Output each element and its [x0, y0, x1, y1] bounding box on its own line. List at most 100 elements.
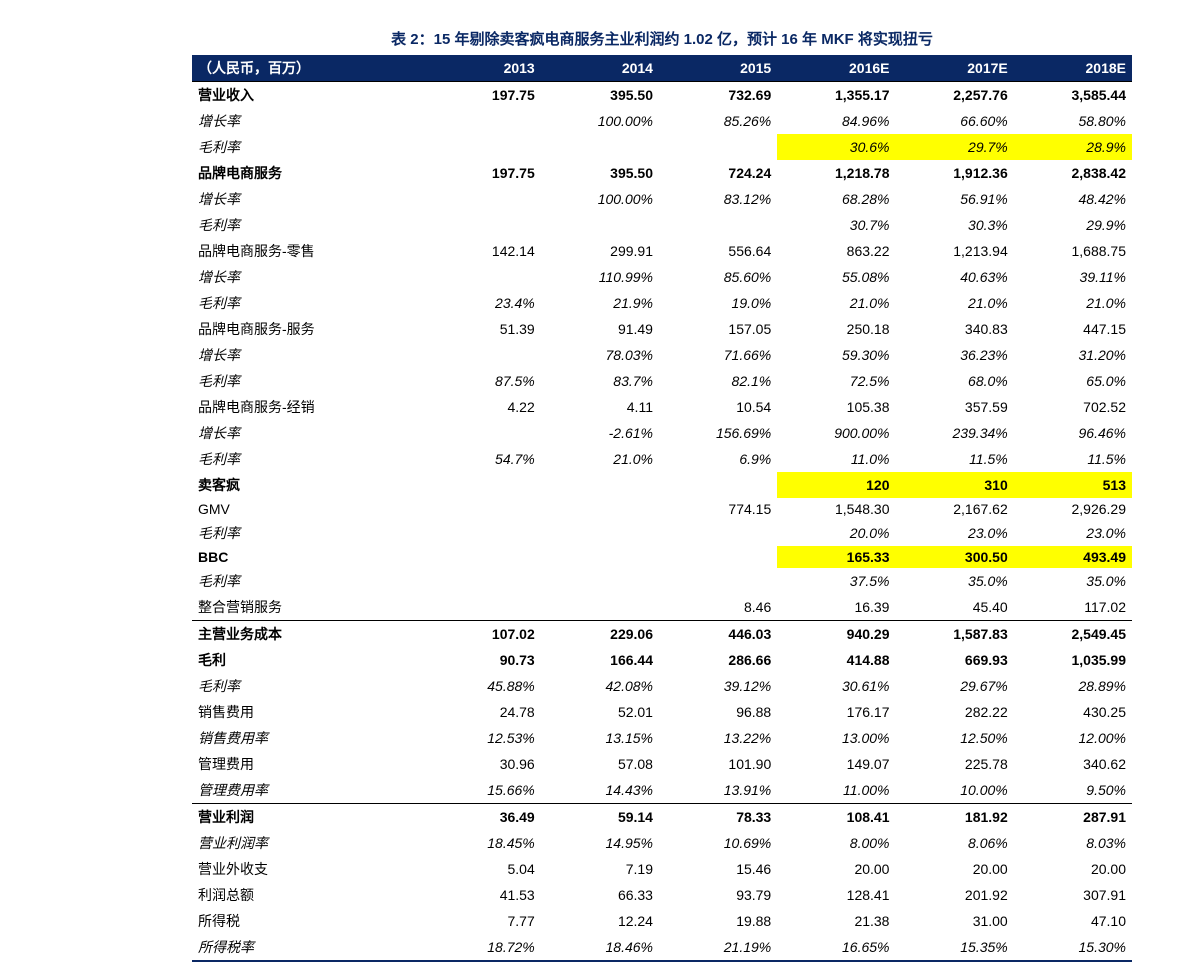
row-label: 营业利润: [192, 804, 422, 831]
cell: 68.0%: [895, 368, 1013, 394]
cell: 4.11: [541, 394, 659, 420]
cell: 702.52: [1014, 394, 1132, 420]
cell: 12.00%: [1014, 725, 1132, 751]
cell: -2.61%: [541, 420, 659, 446]
cell: 556.64: [659, 238, 777, 264]
cell: 128.41: [777, 882, 895, 908]
table-row: 营业利润率18.45%14.95%10.69%8.00%8.06%8.03%: [192, 830, 1132, 856]
cell: 395.50: [541, 82, 659, 109]
cell: [541, 568, 659, 594]
cell: [422, 342, 540, 368]
cell: 149.07: [777, 751, 895, 777]
cell: 35.0%: [1014, 568, 1132, 594]
cell: 1,587.83: [895, 621, 1013, 648]
cell: 45.40: [895, 594, 1013, 621]
cell: 7.77: [422, 908, 540, 934]
cell: 71.66%: [659, 342, 777, 368]
cell: [541, 546, 659, 568]
row-label: 主营业务成本: [192, 621, 422, 648]
table-row: 主营业务成本107.02229.06446.03940.291,587.832,…: [192, 621, 1132, 648]
cell: 1,035.99: [1014, 647, 1132, 673]
cell: 225.78: [895, 751, 1013, 777]
cell: 45.88%: [422, 673, 540, 699]
cell: 85.60%: [659, 264, 777, 290]
col-2014: 2014: [541, 55, 659, 82]
cell: 197.75: [422, 160, 540, 186]
row-label: 销售费用: [192, 699, 422, 725]
cell: 84.96%: [777, 108, 895, 134]
cell: 7.19: [541, 856, 659, 882]
cell: 395.50: [541, 160, 659, 186]
cell: 21.0%: [1014, 290, 1132, 316]
cell: 120: [777, 472, 895, 498]
cell: 2,926.29: [1014, 498, 1132, 520]
cell: 29.67%: [895, 673, 1013, 699]
row-label: 所得税: [192, 908, 422, 934]
col-2013: 2013: [422, 55, 540, 82]
cell: 110.99%: [541, 264, 659, 290]
cell: [541, 472, 659, 498]
cell: 21.0%: [777, 290, 895, 316]
cell: 24.78: [422, 699, 540, 725]
cell: 65.0%: [1014, 368, 1132, 394]
cell: 16.39: [777, 594, 895, 621]
cell: 1,912.36: [895, 160, 1013, 186]
cell: 11.0%: [777, 446, 895, 472]
table-row: 营业收入197.75395.50732.691,355.172,257.763,…: [192, 82, 1132, 109]
cell: 197.75: [422, 82, 540, 109]
cell: 66.60%: [895, 108, 1013, 134]
cell: 340.62: [1014, 751, 1132, 777]
cell: 55.08%: [777, 264, 895, 290]
cell: 10.00%: [895, 777, 1013, 804]
cell: 229.06: [541, 621, 659, 648]
cell: [422, 546, 540, 568]
table-row: 毛利率30.6%29.7%28.9%: [192, 134, 1132, 160]
cell: [541, 594, 659, 621]
row-label: 毛利率: [192, 568, 422, 594]
col-2017E: 2017E: [895, 55, 1013, 82]
table-row: 营业利润36.4959.1478.33108.41181.92287.91: [192, 804, 1132, 831]
row-label: 品牌电商服务: [192, 160, 422, 186]
cell: 72.5%: [777, 368, 895, 394]
cell: 82.1%: [659, 368, 777, 394]
cell: 21.19%: [659, 934, 777, 961]
cell: 300.50: [895, 546, 1013, 568]
table-row: 品牌电商服务-服务51.3991.49157.05250.18340.83447…: [192, 316, 1132, 342]
cell: 282.22: [895, 699, 1013, 725]
table-header-row: （人民币，百万）2013201420152016E2017E2018E: [192, 55, 1132, 82]
row-label: 管理费用率: [192, 777, 422, 804]
cell: 15.35%: [895, 934, 1013, 961]
cell: 181.92: [895, 804, 1013, 831]
cell: 176.17: [777, 699, 895, 725]
row-label: 增长率: [192, 108, 422, 134]
table-row: GMV774.151,548.302,167.622,926.29: [192, 498, 1132, 520]
cell: 1,218.78: [777, 160, 895, 186]
cell: [659, 568, 777, 594]
cell: 16.65%: [777, 934, 895, 961]
cell: 1,548.30: [777, 498, 895, 520]
cell: 96.46%: [1014, 420, 1132, 446]
cell: 21.9%: [541, 290, 659, 316]
cell: 66.33: [541, 882, 659, 908]
cell: 900.00%: [777, 420, 895, 446]
cell: 51.39: [422, 316, 540, 342]
table-row: 卖客疯120310513: [192, 472, 1132, 498]
cell: 166.44: [541, 647, 659, 673]
cell: 83.7%: [541, 368, 659, 394]
cell: 8.06%: [895, 830, 1013, 856]
cell: 12.53%: [422, 725, 540, 751]
table-row: 品牌电商服务-零售142.14299.91556.64863.221,213.9…: [192, 238, 1132, 264]
table-row: 销售费用24.7852.0196.88176.17282.22430.25: [192, 699, 1132, 725]
table-row: 毛利率87.5%83.7%82.1%72.5%68.0%65.0%: [192, 368, 1132, 394]
cell: 447.15: [1014, 316, 1132, 342]
table-row: 毛利率20.0%23.0%23.0%: [192, 520, 1132, 546]
cell: 20.00: [777, 856, 895, 882]
cell: 12.50%: [895, 725, 1013, 751]
row-label: 营业利润率: [192, 830, 422, 856]
table-row: 毛利90.73166.44286.66414.88669.931,035.99: [192, 647, 1132, 673]
row-label: 毛利率: [192, 368, 422, 394]
cell: 863.22: [777, 238, 895, 264]
col-2015: 2015: [659, 55, 777, 82]
cell: [541, 520, 659, 546]
row-label: 整合营销服务: [192, 594, 422, 621]
